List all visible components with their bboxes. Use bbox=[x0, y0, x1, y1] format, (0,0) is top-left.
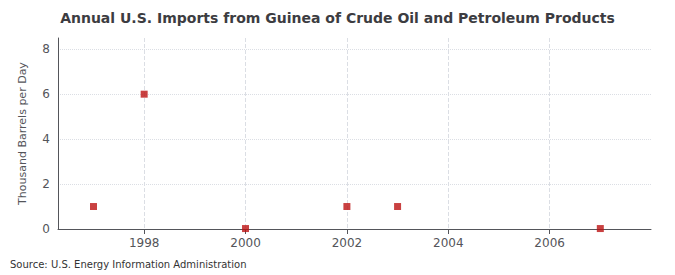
svg-text:6: 6 bbox=[42, 87, 50, 101]
svg-text:1998: 1998 bbox=[129, 236, 160, 250]
svg-text:0: 0 bbox=[42, 222, 50, 236]
svg-text:2002: 2002 bbox=[332, 236, 363, 250]
svg-text:8: 8 bbox=[42, 42, 50, 56]
svg-text:Thousand Barrels per Day: Thousand Barrels per Day bbox=[16, 62, 29, 206]
svg-text:Annual U.S. Imports from Guine: Annual U.S. Imports from Guinea of Crude… bbox=[60, 10, 615, 26]
svg-text:2000: 2000 bbox=[230, 236, 261, 250]
svg-text:2: 2 bbox=[42, 177, 50, 191]
svg-text:2006: 2006 bbox=[534, 236, 565, 250]
svg-text:2004: 2004 bbox=[433, 236, 464, 250]
svg-text:Source: U.S. Energy Informatio: Source: U.S. Energy Information Administ… bbox=[10, 259, 247, 270]
svg-text:4: 4 bbox=[42, 132, 50, 146]
